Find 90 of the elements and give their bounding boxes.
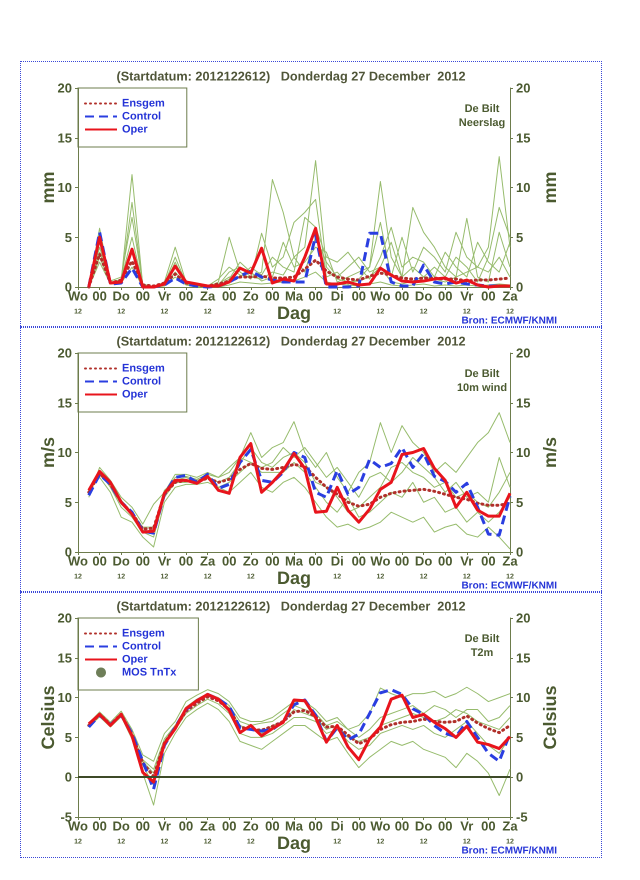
y-axis-title: mm <box>38 171 58 204</box>
x-tick-label: 00 <box>136 554 150 568</box>
x-tick-label: 00 <box>394 554 410 568</box>
legend-label: MOS TnTx <box>122 666 178 678</box>
y-tick-label: 20 <box>58 610 72 626</box>
legend-label: Oper <box>122 124 148 136</box>
x-tick-label: 00 <box>92 818 107 834</box>
annotation: De Bilt 10m wind <box>456 368 508 394</box>
text: Bron: ECMWF/KNMI <box>461 580 558 592</box>
text: Bron: ECMWF/KNMI <box>461 316 558 326</box>
x-tick-label: 00 <box>394 288 410 304</box>
y-tick-label: 15 <box>58 650 72 666</box>
legend-label: Control <box>122 640 162 652</box>
y2-tick-label: 0 <box>516 770 524 785</box>
y2-axis-title: mm <box>540 171 560 204</box>
y2-tick-label: 0 <box>516 544 524 560</box>
x-tick-label: 00 <box>308 288 323 304</box>
y2-axis-title: Celsius <box>540 685 560 750</box>
x-tick-label: 00 <box>92 554 107 568</box>
y2-tick-label: 20 <box>516 346 530 360</box>
chart-title: (Startdatum: 2012122612) Donderdag 27 December 2012 <box>116 70 466 84</box>
y-tick-label: 5 <box>64 730 72 745</box>
x-tick-label: 00 <box>352 818 366 834</box>
y2-tick-label: 15 <box>516 395 530 410</box>
x-tick-label: 00 <box>308 554 323 568</box>
legend-label: Ensgem <box>122 362 166 374</box>
legend-label: Control <box>122 110 162 122</box>
x-tick-label: 00 <box>481 554 496 568</box>
chart-title: (Startdatum: 2012122612) Donderdag 27 December 2012 <box>116 334 466 348</box>
x-tick-label: 00 <box>481 818 496 834</box>
x-tick-label: 00 <box>438 554 452 568</box>
legend-label: Control <box>122 376 162 388</box>
annotation: De Bilt T2m <box>464 633 500 659</box>
y-tick-label: 15 <box>58 395 72 410</box>
x-tick-label: Ma <box>284 288 304 304</box>
y-tick-label: 20 <box>58 80 72 96</box>
text: Bron: ECMWF/KNMI <box>461 846 558 856</box>
x-tick-label: Ma <box>284 818 304 834</box>
x-axis-title: Dag <box>276 833 312 853</box>
x-tick-label: 00 <box>265 818 280 834</box>
x-tick-label: 00 <box>178 554 194 568</box>
y2-tick-label: 20 <box>516 80 530 96</box>
y-tick-label: 10 <box>58 445 72 460</box>
x-tick-label: 00 <box>222 818 236 834</box>
x-tick-label: Ma <box>284 554 304 568</box>
x-tick-label: 00 <box>265 288 280 304</box>
legend-label: Oper <box>122 388 148 400</box>
annotation: De Bilt Neerslag <box>458 103 506 129</box>
x-tick-label: 00 <box>308 818 323 834</box>
x-tick-label: 00 <box>438 818 452 834</box>
x-axis-title: Dag <box>276 568 312 588</box>
y2-tick-label: 5 <box>516 730 524 745</box>
x-tick-label: 00 <box>222 554 236 568</box>
y2-tick-label: 10 <box>516 180 530 195</box>
x-tick-label: 00 <box>178 288 194 304</box>
y-axis-title: Celsius <box>38 685 58 750</box>
y2-tick-label: 10 <box>516 690 530 706</box>
y-tick-label: 15 <box>58 130 72 146</box>
y2-tick-label: 10 <box>516 445 530 460</box>
x-tick-label: 00 <box>438 288 452 304</box>
legend-label: Oper <box>122 654 148 666</box>
y-axis-title: m/s <box>38 436 58 468</box>
chart-title: (Startdatum: 2012122612) Donderdag 27 December 2012 <box>116 600 466 614</box>
y-tick-label: 5 <box>64 494 72 510</box>
y-tick-label: 5 <box>64 230 72 245</box>
x-tick-label: 00 <box>136 818 150 834</box>
y2-tick-label: -5 <box>516 810 528 824</box>
y2-tick-label: 15 <box>516 650 530 666</box>
y-tick-label: 10 <box>58 690 72 706</box>
y2-tick-label: 15 <box>516 130 530 146</box>
y2-axis-title: m/s <box>540 436 560 468</box>
x-tick-label: 00 <box>481 288 496 304</box>
legend-label: Ensgem <box>122 628 166 640</box>
y2-tick-label: 5 <box>516 230 524 245</box>
x-tick-label: 00 <box>352 554 366 568</box>
x-tick-label: 00 <box>265 554 280 568</box>
y2-tick-label: 20 <box>516 610 530 626</box>
x-axis-title: Dag <box>276 303 312 323</box>
x-tick-label: 00 <box>394 818 410 834</box>
y-tick-label: 10 <box>58 180 72 195</box>
x-tick-label: 00 <box>352 288 366 304</box>
x-tick-label: 00 <box>178 818 194 834</box>
y-tick-label: 0 <box>64 770 72 785</box>
y2-tick-label: 0 <box>516 280 524 294</box>
legend-label: Ensgem <box>122 98 166 110</box>
x-tick-label: 00 <box>136 288 150 304</box>
x-tick-label: 00 <box>222 288 236 304</box>
x-tick-label: 00 <box>92 288 107 304</box>
y-tick-label: 20 <box>58 346 72 360</box>
y2-tick-label: 5 <box>516 494 524 510</box>
